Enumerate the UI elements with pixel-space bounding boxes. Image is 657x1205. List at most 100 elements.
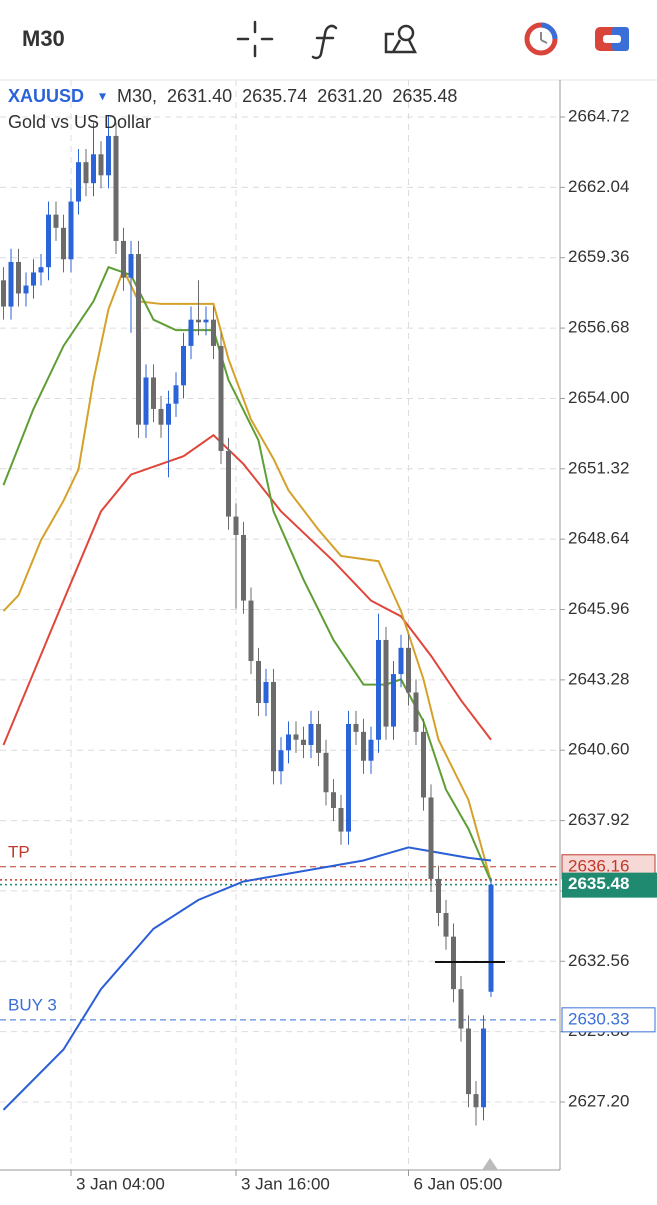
level-price-label: 2636.16 [568, 856, 629, 875]
candle-body [406, 647, 411, 693]
candle-body [106, 135, 111, 176]
candle-body [226, 450, 231, 517]
candle-body [173, 385, 179, 404]
candle-body [436, 878, 441, 913]
candle-body [413, 692, 419, 732]
candle-body [31, 272, 36, 286]
toolbar: M30 [22, 20, 629, 60]
symbol-dropdown[interactable]: ▾ [99, 88, 106, 104]
candle-body [16, 261, 21, 294]
candle-body [158, 408, 164, 425]
shift-marker [482, 1158, 498, 1170]
header-low: 2631.20 [317, 86, 382, 106]
level-label: BUY 3 [8, 995, 57, 1014]
y-tick-label: 2640.60 [568, 740, 629, 759]
candle-body [488, 884, 494, 992]
candle-body [61, 227, 66, 260]
candle-body [316, 723, 321, 753]
y-tick-label: 2632.56 [568, 951, 629, 970]
current-price-box [562, 872, 657, 898]
candle-body [136, 254, 141, 425]
candle-body [256, 660, 261, 703]
level-price-box [561, 1007, 656, 1033]
current-price-label: 2635.48 [568, 874, 629, 893]
candle-body [466, 1028, 471, 1095]
objects-icon[interactable] [384, 24, 418, 54]
level-label: TP [8, 842, 30, 861]
level-price-label: 2630.33 [568, 1009, 629, 1028]
y-tick-label: 2645.96 [568, 599, 629, 618]
candle-body [353, 723, 359, 732]
candle-body [361, 731, 366, 761]
y-tick-label: 2637.92 [568, 810, 629, 829]
candle-body [286, 734, 291, 751]
candle-body [151, 377, 156, 409]
candle-body [83, 162, 89, 184]
candle-body [91, 154, 96, 184]
candle-body [53, 214, 59, 228]
header-open: 2631.40 [167, 86, 232, 106]
indicators-icon[interactable] [311, 24, 338, 60]
candle-body [338, 807, 344, 832]
candle-body [376, 639, 381, 740]
timeframe-button[interactable]: M30 [22, 26, 65, 51]
candle-body [278, 750, 284, 772]
candle-body [481, 1028, 486, 1108]
y-tick-label: 2664.72 [568, 107, 629, 126]
candle-body [8, 261, 14, 307]
y-tick-label: 2627.20 [568, 1091, 629, 1110]
candle-body [248, 600, 254, 661]
candle-body [38, 267, 44, 273]
y-tick-label: 2643.28 [568, 669, 629, 688]
candle-body [293, 734, 299, 740]
candle-body [203, 319, 209, 323]
candle-body [1, 280, 6, 307]
header: XAUUSD ▾ M30, 2631.40 2635.74 2631.20 26… [8, 86, 457, 132]
candle-body [218, 345, 224, 451]
candle-body [473, 1094, 479, 1108]
candle-body [301, 739, 306, 745]
header-close: 2635.48 [392, 86, 457, 106]
header-timeframe: M30, [117, 86, 157, 106]
candle-body [308, 723, 314, 745]
crosshair-icon[interactable] [236, 20, 274, 58]
candle-body [346, 723, 351, 832]
indicator-line [2, 267, 492, 882]
candle-body [181, 345, 186, 386]
symbol-description: Gold vs US Dollar [8, 112, 151, 132]
candle-body [23, 285, 29, 294]
trade-icon[interactable] [524, 22, 558, 56]
ohlc-line: M30, 2631.40 2635.74 2631.20 2635.48 [117, 86, 457, 106]
candle-body [391, 674, 396, 727]
candle-body [263, 681, 269, 703]
y-tick-label: 2651.32 [568, 458, 629, 477]
y-tick-label: 2648.64 [568, 529, 629, 548]
candle-body [143, 377, 149, 425]
candle-body [323, 752, 329, 793]
account-icon[interactable] [595, 27, 629, 51]
indicator-line [2, 846, 492, 1111]
x-tick-label: 3 Jan 04:00 [76, 1174, 165, 1193]
candle-body [233, 516, 239, 535]
y-tick-label: 2659.36 [568, 247, 629, 266]
candle-body [398, 647, 404, 675]
candle-body [46, 214, 51, 268]
candle-body [196, 319, 201, 323]
candle-body [271, 681, 276, 772]
candle-body [421, 731, 426, 798]
candle-body [98, 154, 104, 176]
candle-body [211, 319, 216, 346]
header-high: 2635.74 [242, 86, 307, 106]
y-tick-label: 2654.00 [568, 388, 629, 407]
symbol[interactable]: XAUUSD [8, 86, 84, 106]
candle-body [188, 319, 194, 346]
candle-body [113, 135, 119, 241]
candle-body [331, 792, 336, 808]
candle-body [368, 739, 374, 761]
candle-body [458, 989, 464, 1029]
plot-area: 2664.72 2662.04 2659.36 2656.68 2654.00 2651.… [0, 80, 629, 1193]
candle-body [128, 254, 134, 278]
candle-body [121, 240, 126, 278]
candle-body [68, 201, 74, 260]
